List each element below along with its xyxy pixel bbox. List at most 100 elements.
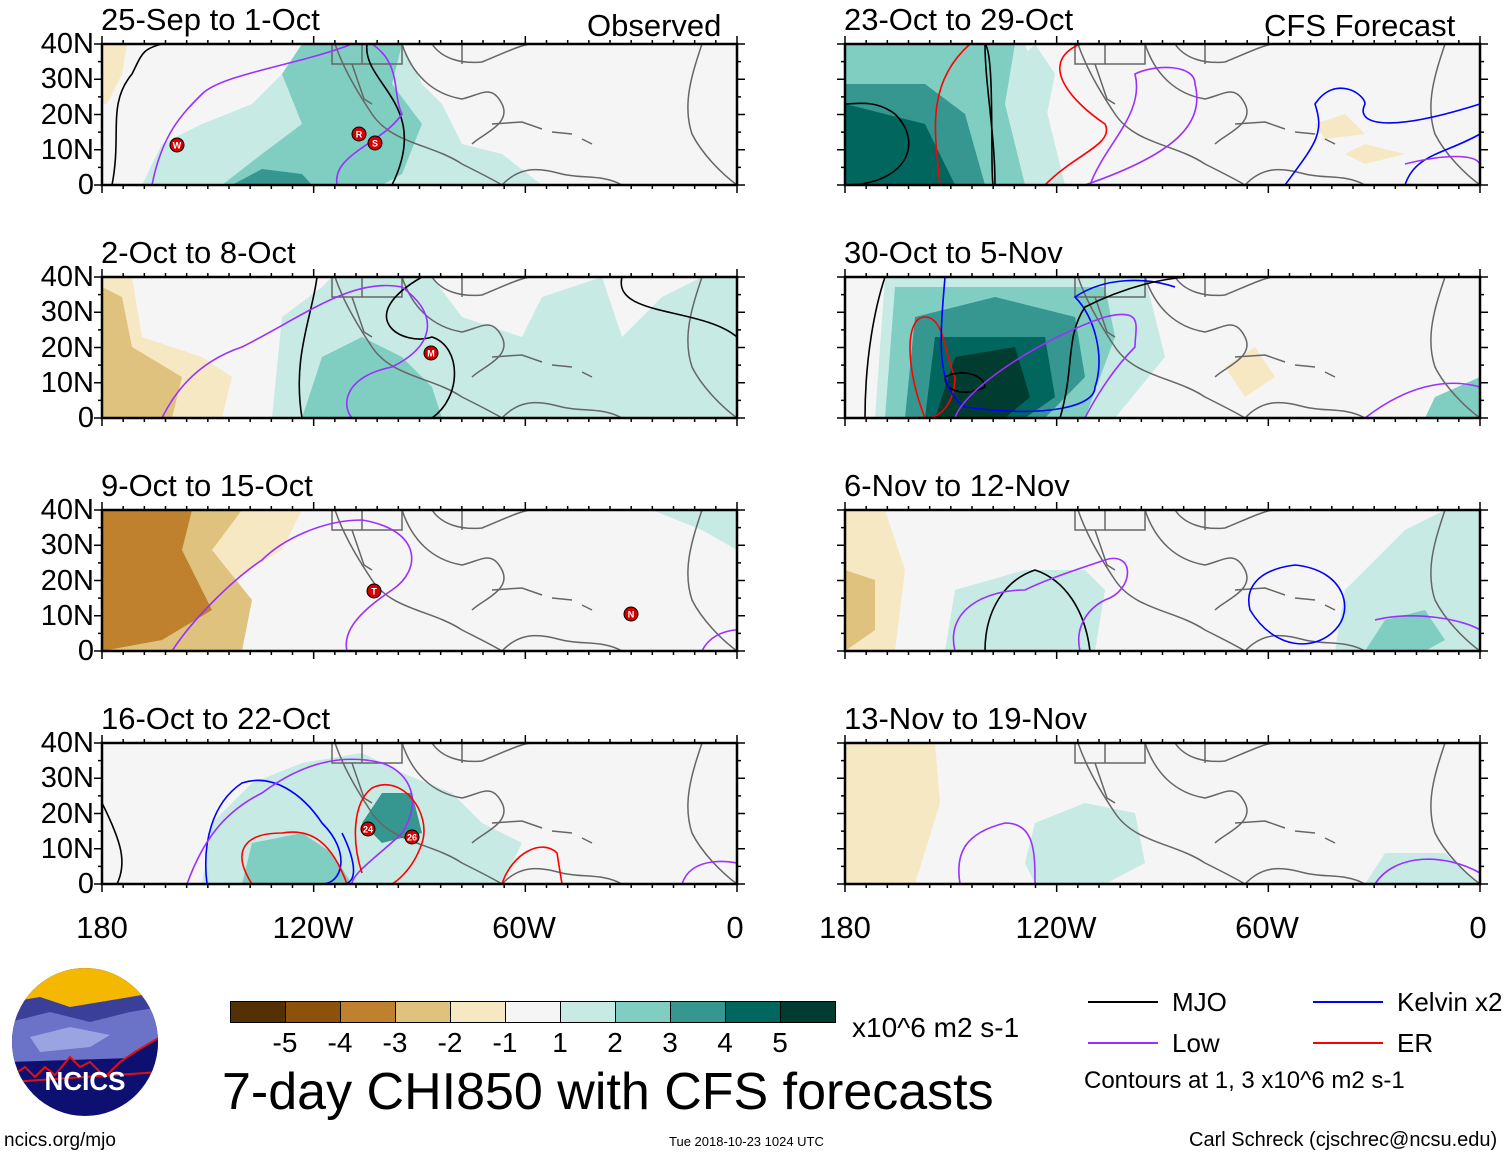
ytick-label: 20N <box>40 797 94 830</box>
chi-shading <box>1225 347 1275 397</box>
coastline <box>491 820 593 844</box>
map-background <box>845 743 1480 884</box>
coastline <box>1174 276 1276 297</box>
timestamp: Tue 2018-10-23 1024 UTC <box>669 1134 824 1149</box>
storm-icon <box>169 137 185 153</box>
map-panel-p4: 24 26 <box>94 735 745 892</box>
chi-shading <box>232 169 312 185</box>
ytick-label: 40N <box>40 494 94 526</box>
coastline <box>401 509 505 611</box>
website-link[interactable]: ncics.org/mjo <box>4 1130 116 1151</box>
coastline <box>687 43 738 186</box>
coastline <box>1094 529 1116 571</box>
xtick-label: 180 <box>819 910 871 945</box>
coastline <box>1174 509 1276 530</box>
chi-shading <box>242 833 352 884</box>
storm-icon <box>404 829 420 845</box>
coastline <box>1430 43 1481 186</box>
colorbar-swatch <box>780 1001 836 1023</box>
colorbar-tick-label: 2 <box>607 1027 623 1058</box>
coastline <box>431 276 533 297</box>
wave-contour <box>385 276 456 419</box>
colorbar-tick-label: 5 <box>772 1027 788 1058</box>
coastline <box>501 634 623 652</box>
wave-contour <box>1084 66 1198 186</box>
storm-label: M <box>427 349 435 359</box>
legend-label: Kelvin x2 <box>1397 987 1503 1017</box>
coastline <box>501 867 623 885</box>
coastline <box>334 509 503 652</box>
chi-shading <box>1345 144 1405 164</box>
coastline <box>1094 296 1116 338</box>
ytick-label: 40N <box>40 28 94 60</box>
chi-shading <box>1425 377 1480 418</box>
chi-shading <box>1365 610 1445 651</box>
coastline <box>1244 401 1366 419</box>
storm-icon <box>623 606 639 622</box>
ytick-label: 40N <box>40 261 94 293</box>
ytick-label: 20N <box>40 564 94 597</box>
storm-icon <box>366 583 382 599</box>
coastline <box>1144 742 1248 844</box>
coastline <box>1430 509 1481 652</box>
coastline <box>334 43 503 186</box>
chi-shading <box>102 510 212 651</box>
author-credit: Carl Schreck (cjschrec@ncsu.edu) <box>1189 1129 1498 1151</box>
chi-shading <box>302 337 442 418</box>
storm-label: 26 <box>407 833 417 843</box>
xtick-label: 0 <box>1469 910 1487 945</box>
storm-label: R <box>356 130 363 140</box>
chi-shading <box>652 510 737 550</box>
wave-contour <box>984 43 996 186</box>
colorbar-swatch <box>340 1001 396 1023</box>
colorbar-tick-label: -2 <box>437 1027 463 1058</box>
coastline <box>431 43 533 64</box>
wave-contour <box>1404 133 1481 186</box>
coastline <box>1074 44 1206 65</box>
wave-contour <box>1364 382 1481 419</box>
colorbar-tick-label: -1 <box>492 1027 518 1058</box>
chi-shading <box>1315 114 1365 139</box>
panel-title: 13-Nov to 19-Nov <box>844 701 1087 736</box>
coastline <box>687 509 738 652</box>
colorbar-tick-label: 1 <box>552 1027 568 1058</box>
wave-contour <box>954 313 1137 419</box>
coastline <box>1144 509 1248 611</box>
coastline <box>1244 867 1366 885</box>
logo-text: NCICS <box>45 1066 126 1096</box>
colorbar-swatch <box>395 1001 451 1023</box>
panel-title: 25-Sep to 1-Oct <box>101 2 320 37</box>
ytick-label: 10N <box>40 832 94 865</box>
coastline <box>1234 587 1336 611</box>
wave-contour <box>501 846 563 885</box>
legend-label: MJO <box>1172 987 1227 1017</box>
wave-contour <box>984 569 1091 652</box>
panel-title: 2-Oct to 8-Oct <box>101 235 296 270</box>
coastline <box>687 276 738 419</box>
coastline <box>401 43 505 145</box>
coastline <box>1077 43 1246 186</box>
wave-contour <box>171 519 413 652</box>
coastline <box>351 529 373 571</box>
units-label: x10^6 m2 s-1 <box>852 1012 1020 1043</box>
colorbar-swatch <box>560 1001 616 1023</box>
colorbar-tick-label: -4 <box>327 1027 353 1058</box>
coastline <box>1430 276 1481 419</box>
ytick-label: 0 <box>77 169 94 201</box>
coastline <box>1144 276 1248 378</box>
colorbar-swatch <box>505 1001 561 1023</box>
wave-contour <box>298 276 318 419</box>
ytick-label: 10N <box>40 366 94 399</box>
panel-title: 23-Oct to 29-Oct <box>844 2 1074 37</box>
chi-shading <box>845 570 875 651</box>
coastline <box>331 44 463 65</box>
legend-label: Low <box>1172 1028 1220 1058</box>
coastline <box>1234 820 1336 844</box>
map-panel-p8 <box>837 735 1488 892</box>
colorbar-tick-label: 3 <box>662 1027 678 1058</box>
colorbar-tick-label: 4 <box>717 1027 733 1058</box>
colorbar-swatch <box>230 1001 286 1023</box>
panel-title: 9-Oct to 15-Oct <box>101 468 313 503</box>
coastline <box>1144 43 1248 145</box>
ytick-label: 30N <box>40 529 94 562</box>
